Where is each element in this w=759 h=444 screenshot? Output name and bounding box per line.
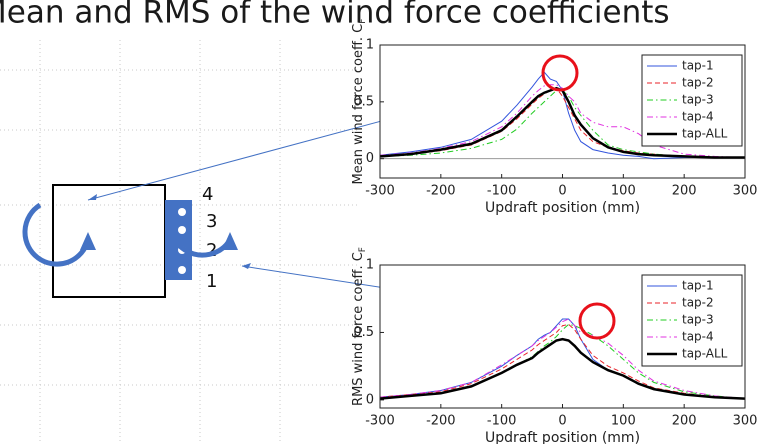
y-tick-label: 0	[366, 151, 374, 166]
y-tick-label: 0.5	[353, 325, 374, 340]
x-tick-label: -200	[426, 184, 456, 199]
x-tick-label: 100	[611, 414, 636, 429]
x-tick-label: 0	[558, 184, 566, 199]
highlight-circle	[578, 302, 616, 340]
y-tick-label: 1	[366, 38, 374, 53]
series-line	[379, 318, 746, 400]
slide-title: Mean and RMS of the wind force coefficie…	[0, 0, 670, 31]
x-tick-label: 300	[733, 414, 758, 429]
tap-label: 3	[206, 211, 217, 232]
y-axis-label-text: RMS wind force coeff. C	[351, 252, 366, 406]
x-tick-label: -100	[487, 414, 517, 429]
legend-label: tap-1	[682, 279, 714, 293]
tap-label: 4	[202, 184, 213, 205]
x-tick-label: 200	[672, 184, 697, 199]
legend-box	[641, 274, 743, 367]
building	[52, 184, 166, 298]
y-axis-label: Mean wind force coeff. CF	[351, 19, 368, 185]
axes-frame	[379, 44, 746, 179]
legend-label: tap-3	[682, 313, 714, 327]
x-tick-label: -300	[365, 184, 395, 199]
x-axis-label: Updraft position (mm)	[485, 200, 640, 216]
y-tick-label: 0.5	[353, 94, 374, 109]
x-tick-label: -100	[487, 184, 517, 199]
y-tick-label: 0	[366, 392, 374, 407]
y-axis-label-text: Mean wind force coeff. C	[351, 24, 366, 185]
y-axis-label: RMS wind force coeff. CF	[351, 247, 368, 406]
tap-label: 2	[206, 240, 217, 261]
x-tick-label: 100	[611, 184, 636, 199]
x-tick-label: 200	[672, 414, 697, 429]
y-axis-label-subscript: F	[358, 247, 368, 252]
x-tick-label: -300	[365, 414, 395, 429]
series-line	[379, 323, 746, 400]
series-line	[379, 337, 746, 400]
x-tick-label: 300	[733, 184, 758, 199]
legend-label: tap-4	[682, 330, 714, 344]
legend-label: tap-ALL	[682, 127, 728, 141]
highlight-circle	[541, 54, 579, 92]
vortex-arrows	[22, 202, 233, 267]
legend-label: tap-2	[682, 76, 714, 90]
legend-label: tap-1	[682, 59, 714, 73]
legend-label: tap-3	[682, 93, 714, 107]
y-axis-label-subscript: F	[358, 19, 368, 24]
legend-box	[641, 54, 743, 147]
tap-label: 1	[206, 271, 217, 292]
series-line	[379, 323, 746, 400]
x-axis-label: Updraft position (mm)	[485, 430, 640, 444]
legend-label: tap-ALL	[682, 347, 728, 361]
x-tick-label: -200	[426, 414, 456, 429]
y-tick-label: 1	[366, 258, 374, 273]
axes-frame	[379, 264, 746, 409]
series-line	[379, 84, 746, 158]
legend-label: tap-4	[682, 110, 714, 124]
x-tick-label: 0	[558, 414, 566, 429]
legend-label: tap-2	[682, 296, 714, 310]
